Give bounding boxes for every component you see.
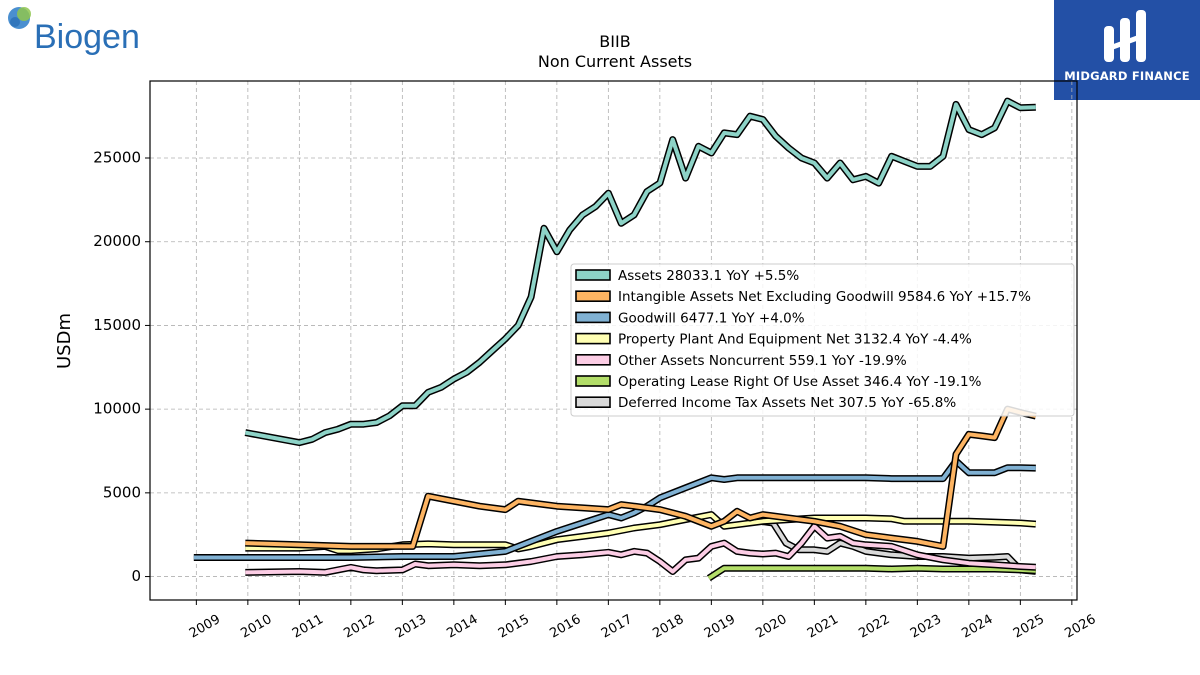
x-tick-label: 2012	[341, 612, 377, 642]
x-tick-label: 2024	[959, 612, 995, 642]
x-tick-label: 2010	[238, 612, 274, 642]
chart-title: BIIB	[599, 32, 630, 51]
y-axis-label: USDm	[54, 313, 75, 369]
midgard-wordmark: MIDGARD FINANCE	[1064, 69, 1190, 83]
legend-swatch-property-plant-and-equipment-net	[575, 332, 611, 345]
series-line-goodwill	[193, 459, 1036, 560]
legend-label-other-assets-noncurrent: Other Assets Noncurrent 559.1 YoY -19.9%	[618, 353, 907, 369]
legend-box	[570, 263, 1075, 417]
legend-label-assets: Assets 28033.1 YoY +5.5%	[618, 268, 799, 284]
logo-sphere-dark	[10, 17, 20, 27]
x-tick-label: 2015	[496, 612, 532, 642]
legend-label-goodwill: Goodwill 6477.1 YoY +4.0%	[618, 310, 805, 326]
series-line-other-assets-noncurrent	[245, 524, 1036, 575]
legend-swatch-goodwill	[575, 311, 611, 324]
y-tick-label: 15000	[93, 316, 141, 334]
x-tick-label: 2018	[650, 612, 686, 642]
biogen-wordmark: Biogen	[34, 18, 140, 56]
biogen-logo-mark: Biogen	[8, 7, 140, 56]
x-tick-label: 2025	[1011, 612, 1047, 642]
biogen-logo: Biogen	[4, 4, 154, 56]
x-tick-label: 2011	[290, 612, 326, 642]
x-tick-label: 2016	[547, 612, 583, 642]
legend-swatch-intangible-assets-net-excluding-goodwill	[575, 290, 611, 303]
midgard-emblem-icon	[1104, 10, 1146, 62]
y-tick-label: 5000	[103, 483, 141, 501]
x-tick-label: 2013	[393, 612, 429, 642]
axis-ticks: 2009 2010 2011 2012 2013 2014 2015 2016 2017 2018…	[93, 149, 1098, 642]
series-line-assets	[244, 99, 1036, 445]
x-tick-label: 2017	[599, 612, 635, 642]
legend-swatch-assets	[575, 269, 611, 281]
legend-swatch-deferred-income-tax-assets-net	[575, 396, 611, 409]
logo-sphere-green	[17, 7, 31, 21]
plot-frame	[149, 80, 1078, 601]
legend-swatch-other-assets-noncurrent	[575, 353, 611, 366]
x-tick-label: 2014	[444, 612, 480, 642]
x-tick-label: 2009	[187, 612, 223, 642]
midgard-finance-logo: MIDGARD FINANCE	[1054, 0, 1200, 100]
legend-label-property-plant-and-equipment-net: Property Plant And Equipment Net 3132.4 …	[618, 332, 972, 348]
y-tick-label: 20000	[93, 232, 141, 250]
x-tick-label: 2026	[1062, 612, 1098, 642]
x-tick-label: 2019	[702, 612, 738, 642]
y-tick-label: 25000	[93, 149, 141, 167]
series-line-intangible-assets-net-excluding-goodwill	[245, 407, 1037, 549]
series-line-operating-lease-right-of-use-asset	[707, 566, 1036, 580]
x-tick-label: 2020	[753, 612, 789, 642]
legend-label-deferred-income-tax-assets-net: Deferred Income Tax Assets Net 307.5 YoY…	[618, 395, 956, 411]
y-tick-label: 0	[131, 567, 141, 585]
y-tick-label: 10000	[93, 400, 141, 418]
legend: Assets 28033.1 YoY +5.5% Intangible Asset…	[570, 263, 1075, 417]
legend-label-operating-lease-right-of-use-asset: Operating Lease Right Of Use Asset 346.4…	[618, 374, 982, 390]
x-tick-label: 2022	[856, 612, 892, 642]
x-tick-label: 2021	[805, 612, 841, 642]
legend-swatch-operating-lease-right-of-use-asset	[575, 375, 611, 387]
series-lines	[193, 97, 1037, 582]
x-tick-label: 2023	[908, 612, 944, 642]
legend-label-intangible-assets-net-excluding-goodwill: Intangible Assets Net Excluding Goodwill…	[618, 289, 1031, 305]
chart-subtitle: Non Current Assets	[538, 52, 692, 71]
